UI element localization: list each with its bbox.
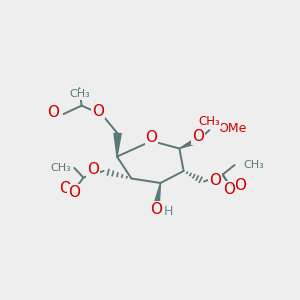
- Text: O: O: [68, 185, 80, 200]
- Text: O: O: [209, 173, 221, 188]
- Text: O: O: [47, 106, 59, 122]
- Text: O: O: [59, 181, 71, 196]
- Text: O: O: [87, 162, 99, 177]
- Text: CH₃: CH₃: [243, 160, 264, 170]
- Text: CH₃: CH₃: [51, 163, 71, 173]
- Text: O: O: [92, 103, 104, 118]
- Text: O: O: [47, 105, 59, 120]
- Text: O: O: [234, 178, 246, 193]
- Text: CH₃: CH₃: [69, 89, 90, 99]
- Polygon shape: [154, 183, 160, 205]
- Text: O: O: [192, 129, 204, 144]
- Polygon shape: [179, 137, 199, 148]
- Text: O: O: [151, 202, 163, 217]
- Text: CH₃: CH₃: [199, 115, 220, 128]
- Text: O: O: [224, 182, 236, 197]
- Text: H: H: [164, 205, 173, 218]
- Text: OMe: OMe: [218, 122, 247, 135]
- Polygon shape: [114, 134, 121, 157]
- Text: O: O: [146, 130, 158, 145]
